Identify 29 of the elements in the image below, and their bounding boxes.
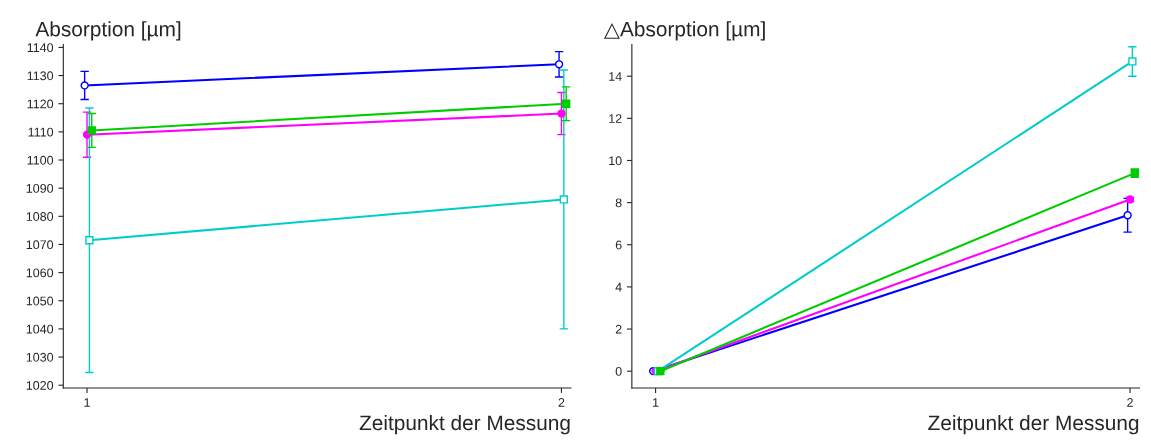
y-tick-label: 1090	[26, 183, 54, 193]
y-tick-label: 12	[609, 114, 622, 123]
y-tick-label: 1030	[26, 352, 54, 362]
y-tick-label: 10	[609, 156, 622, 166]
y-tick-label: 14	[609, 72, 622, 81]
y-tick-label: 1110	[28, 127, 54, 137]
y-tick-label: 1060	[26, 268, 54, 278]
y-axis-title: △Absorption [µm]	[604, 21, 765, 41]
x-tick-label: 1	[84, 398, 90, 407]
y-tick-label: 4	[615, 282, 622, 292]
x-axis-title: Zeitpunkt der Messung	[928, 414, 1139, 435]
y-tick-label: 1040	[26, 324, 54, 334]
y-tick-label: 1100	[27, 155, 54, 165]
y-tick-label: 1050	[26, 296, 54, 306]
y-tick-label: 0	[615, 366, 622, 376]
y-tick-label: 1140	[27, 43, 54, 53]
x-axis-title: Zeitpunkt der Messung	[359, 414, 570, 435]
x-tick-label: 1	[653, 398, 659, 407]
y-tick-label: 2	[615, 324, 622, 334]
y-tick-label: 1070	[26, 240, 54, 250]
y-axis-title: Absorption [µm]	[35, 21, 181, 41]
x-tick-label: 2	[558, 398, 565, 407]
x-tick-label: 2	[1127, 398, 1133, 407]
y-tick-label: 1130	[27, 71, 54, 81]
y-tick-label: 1020	[26, 381, 54, 390]
y-tick-label: 6	[615, 240, 622, 250]
y-tick-label: 1120	[27, 99, 54, 109]
y-tick-label: 8	[615, 198, 622, 208]
y-tick-label: 1080	[26, 212, 54, 221]
